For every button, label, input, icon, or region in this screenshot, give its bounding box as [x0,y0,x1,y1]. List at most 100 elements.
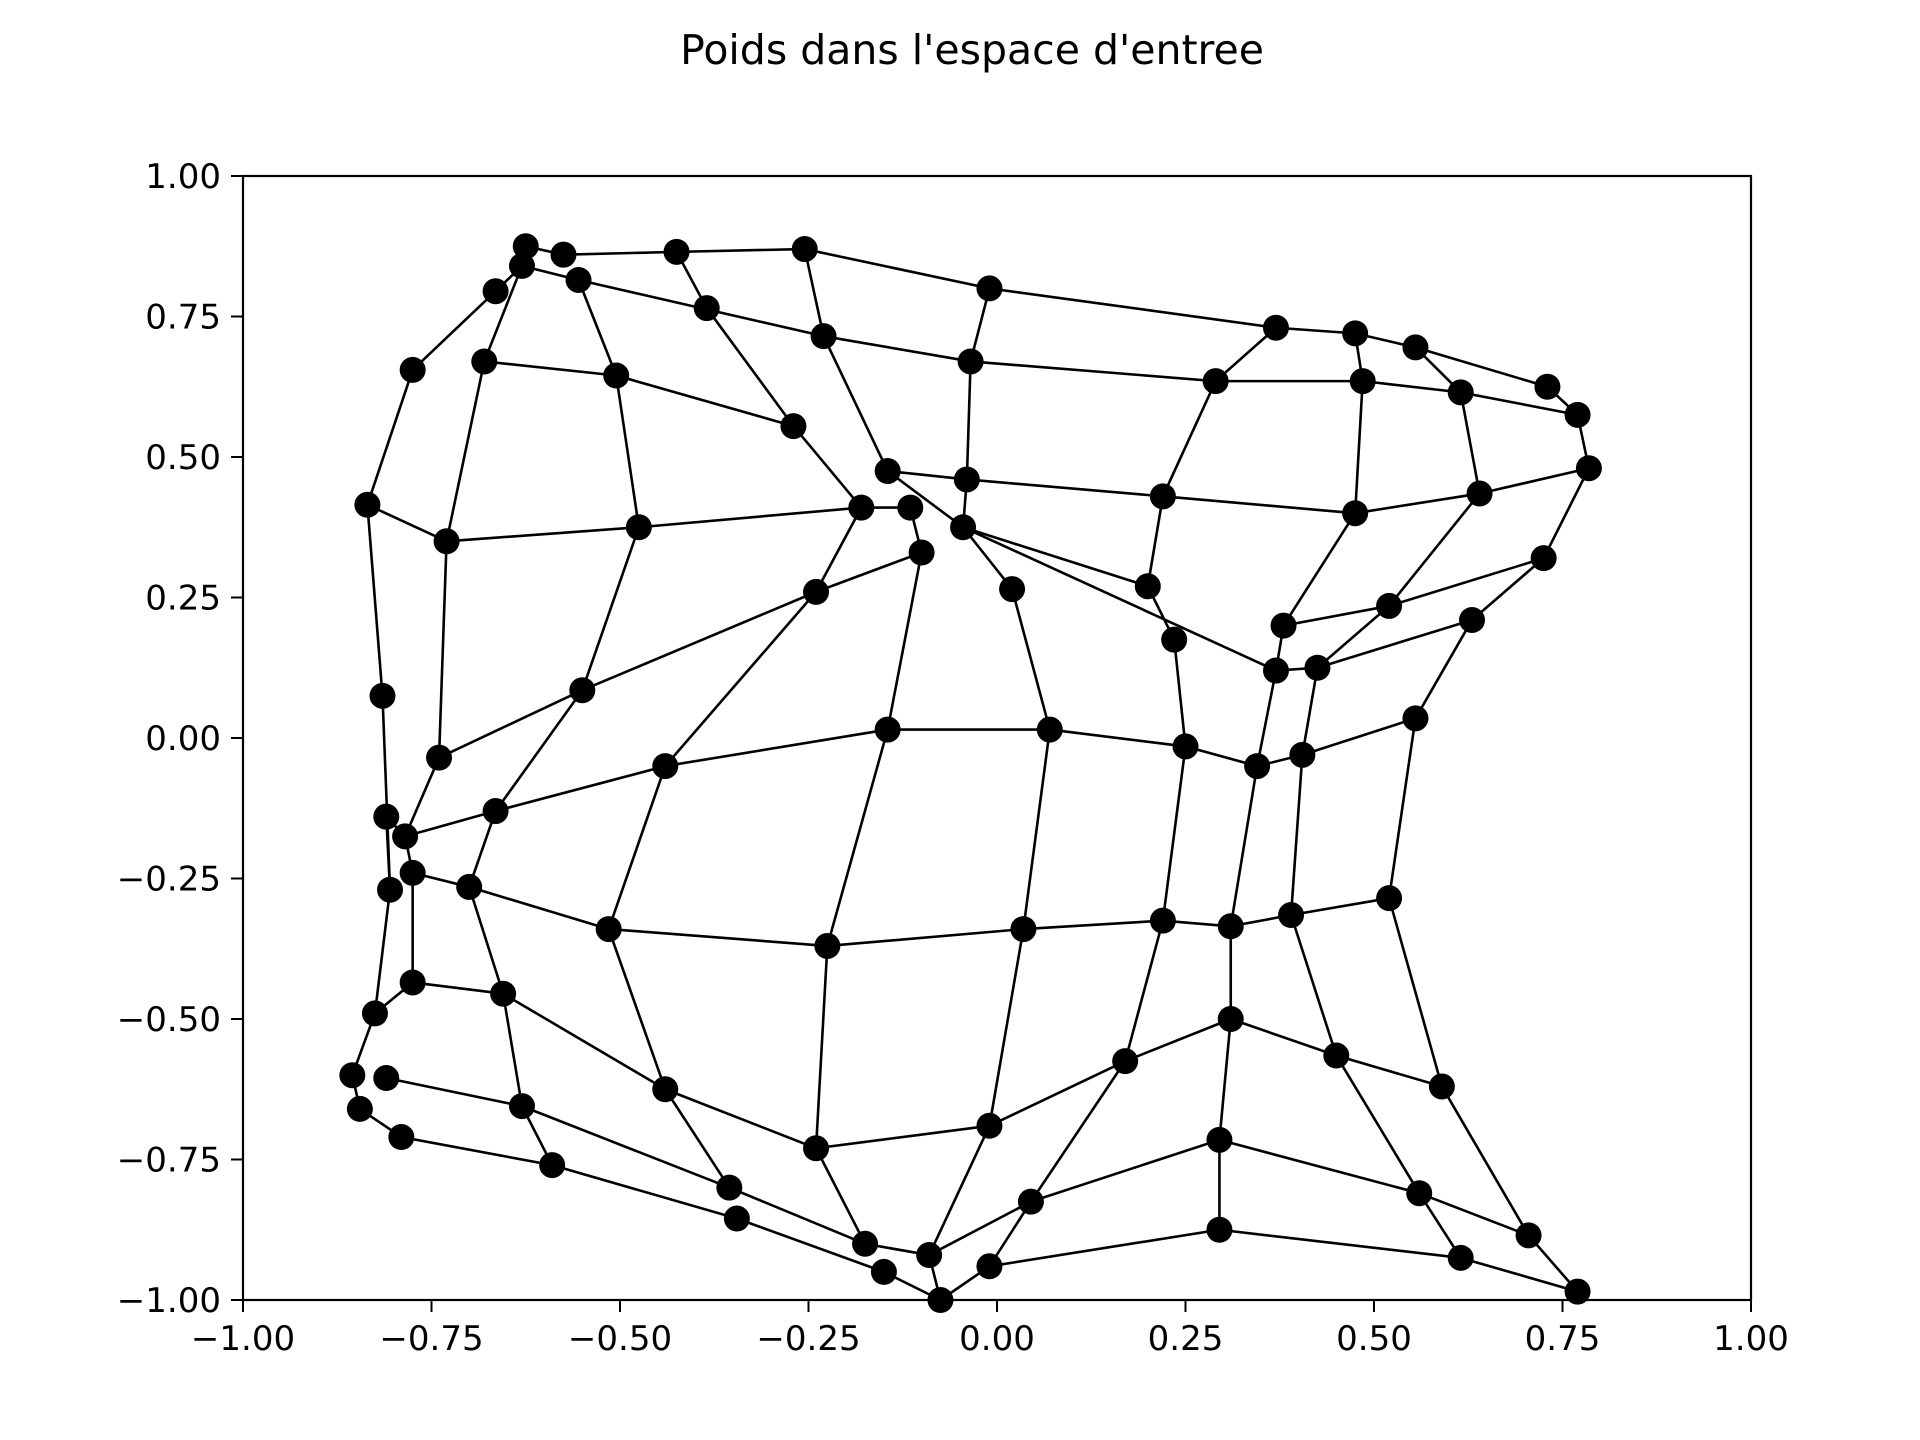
weight-point [1402,705,1429,732]
weight-point [1278,902,1305,929]
weight-point [1376,592,1403,619]
chart-title: Poids dans l'espace d'entree [680,26,1264,74]
weight-point [1172,733,1199,760]
y-tick-label: −1.00 [117,1281,221,1321]
grid-edge [403,756,441,838]
grid-edge [1459,391,1481,495]
weight-point [1406,1180,1433,1207]
grid-edge [437,688,584,759]
weight-point [1466,480,1493,507]
grid-edge [580,525,641,692]
weight-point [1262,314,1289,341]
grid-edge [1214,326,1278,383]
weight-point [803,578,830,605]
weight-point [1217,913,1244,940]
weight-point [897,494,924,521]
x-tick-label: −1.00 [191,1319,295,1359]
grid-edge [1335,1054,1421,1195]
weight-point [1244,753,1271,780]
x-axis: −1.00 −0.75 −0.50 −0.25 0.00 0.25 0.50 0.75 1.00 [191,1300,1789,1359]
grid-edge [1387,492,1481,608]
weight-point [373,803,400,830]
grid-edge [814,944,829,1150]
points-layer [339,233,1602,1313]
weight-point [693,295,720,322]
weight-point [1017,1188,1044,1215]
grid-edge [1387,896,1444,1088]
weight-point [976,275,1003,302]
grid-edge [988,1059,1127,1128]
weight-point [1206,1216,1233,1243]
grid-edge [927,1124,991,1257]
grid-edge [886,469,965,529]
weight-point [1564,1278,1591,1305]
y-tick-label: −0.50 [117,1000,221,1040]
grid-edge [663,1087,818,1150]
grid-edge [1289,753,1304,917]
grid-edge [403,809,497,838]
grid-edge [1542,466,1591,560]
grid-edge [822,334,889,473]
grid-edge [467,809,497,889]
weight-point [482,798,509,825]
grid-edge [1274,326,1357,335]
grid-edge [663,590,818,768]
grid-edge [1029,1059,1127,1203]
weight-point [1402,334,1429,361]
weight-point [1447,1244,1474,1271]
weight-point [377,876,404,903]
weight-point [1534,373,1561,400]
grid-edge [1123,1017,1233,1063]
grid-edge [614,374,641,529]
x-tick-label: 0.75 [1525,1319,1601,1359]
grid-edge [1440,1085,1530,1237]
y-tick-label: 0.50 [145,438,221,478]
weight-point [426,744,453,771]
x-tick-label: 0.00 [959,1319,1035,1359]
weight-point [373,1065,400,1092]
grid-edge [607,764,667,931]
x-tick-label: 0.25 [1148,1319,1224,1359]
grid-edge [1361,379,1463,394]
grid-edge [1414,346,1549,389]
grid-edge [1459,391,1579,417]
grid-edge [1353,492,1481,515]
grid-edge [1161,745,1187,922]
grid-edge [467,885,505,996]
weight-point [399,356,426,383]
grid-edge [1010,587,1052,731]
y-tick-label: 0.75 [145,298,221,338]
grid-edge [580,590,818,692]
grid-edge [494,688,584,813]
grid-edge [1218,1138,1421,1195]
y-axis: −1.00 −0.75 −0.50 −0.25 0.00 0.25 0.50 0.75 1.00 [117,157,243,1321]
grid-edge [501,992,667,1091]
grid-edge [366,503,448,543]
weight-point [652,753,679,780]
weight-point [814,932,841,959]
grid-edge [988,927,1025,1128]
grid-edge [826,728,889,948]
weight-point [1202,368,1229,395]
grid-edge [1414,618,1474,720]
grid-edge [1022,919,1165,931]
grid-edge [1022,728,1052,931]
grid-edge [366,368,414,507]
grid-edge [400,1135,554,1167]
grid-edge [501,992,524,1108]
weight-point [791,236,818,263]
grid-edge [1282,604,1391,627]
grid-edge [1289,913,1338,1057]
grid-edge [961,525,1150,588]
grid-edge [988,1228,1221,1268]
weight-point [433,528,460,555]
weight-point [852,1230,879,1257]
grid-edge [1459,1256,1579,1293]
weight-point [508,252,535,279]
weight-point [339,1062,366,1089]
y-tick-label: −0.75 [117,1141,221,1181]
weight-point [399,969,426,996]
grid-edge [1172,638,1187,748]
weight-point [1010,916,1037,943]
weight-point [369,682,396,709]
